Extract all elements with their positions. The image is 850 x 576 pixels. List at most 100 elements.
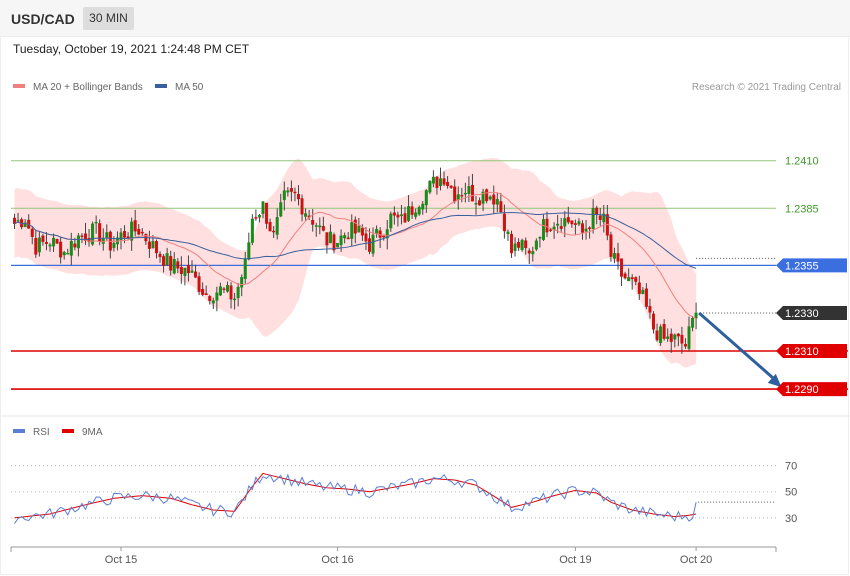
candle-body [300,198,304,215]
candle-body [396,214,400,218]
candle-body [52,237,56,247]
candle [311,208,315,232]
level-tag-4 [776,344,847,359]
candle [581,220,585,240]
candle-body [573,223,577,225]
candle [676,333,680,347]
rsi-legend-swatch-1 [62,429,74,433]
level-label-5: 1.2290 [785,384,819,396]
candle-body [343,235,347,239]
candle [573,219,577,235]
candle-body [350,222,354,239]
candle [272,226,276,239]
candle-body [328,231,332,244]
candle-body [336,243,340,248]
candle [179,256,183,284]
candle-body [66,253,70,255]
candle-body [691,318,695,328]
candle-body [293,191,297,194]
forecast-arrow-head [767,373,782,388]
candle-body [169,256,173,271]
candle [197,272,201,296]
candle [559,218,563,232]
level-tag-2 [776,258,847,273]
candle-body [204,293,208,296]
candle [300,194,304,222]
candle [609,231,613,262]
candle-body [218,286,222,296]
candle-body [186,264,190,274]
candle-body [133,220,137,232]
candle-body [403,213,407,223]
candle-body [627,277,631,282]
candle [556,214,560,234]
rsi-legend-swatch-0 [13,429,25,433]
candle-body [16,220,20,222]
candle [673,333,677,348]
candle-body [137,228,141,235]
rsi-tick-label-0: 70 [785,461,797,473]
candle [669,328,673,353]
candle [286,187,290,197]
candle [517,238,521,251]
candle [328,224,332,244]
legend-label-1: MA 50 [175,82,204,93]
candle-body [662,323,666,339]
candle-body [304,213,308,217]
candle-body [488,196,492,200]
candle-body [179,267,183,275]
credit-text: Research © 2021 Trading Central [692,82,841,93]
candle [353,216,357,244]
candle-body [80,235,84,237]
candle [620,258,624,287]
candle [165,247,169,266]
timeframe-badge[interactable]: 30 MIN [83,7,134,30]
symbol-label: USD/CAD [11,11,75,27]
candle-body [673,334,677,340]
level-tag-3 [776,305,847,320]
candle [325,232,329,254]
candle-body [215,292,219,301]
candle-body [588,227,592,230]
candle-body [570,220,574,225]
candle-body [368,238,372,252]
candle [442,171,446,187]
candle [659,324,663,346]
x-tick-label-3: Oct 20 [680,554,712,566]
bollinger-band-area [14,158,697,368]
candle-body [481,191,485,204]
candle [76,233,80,257]
bollinger-bands [14,158,697,368]
candle-body [655,330,659,341]
rsi-line [14,473,697,524]
candle-body [630,277,634,280]
candle [275,208,279,240]
candle [481,188,485,212]
candle [158,251,162,263]
candle [332,232,336,254]
candle-body [609,234,613,257]
candle-body [531,251,535,255]
x-tick-label-1: Oct 16 [321,554,353,566]
rsi-9ma-line [14,472,697,519]
candle [506,229,510,241]
candle-body [318,225,322,228]
candle-body [353,219,357,234]
forecast-arrow [698,311,782,388]
candle-body [154,241,158,254]
candle-body [495,198,499,205]
candle-body [392,212,396,216]
x-axis: Oct 15 Oct 16 Oct 19 Oct 20 [10,546,777,566]
candle-body [289,188,293,192]
candle [297,185,301,206]
candle-body [676,333,680,337]
candle [502,204,506,239]
candle [652,311,656,334]
candle-body [229,285,233,300]
candle-body [130,221,134,241]
candle-body [581,223,585,233]
candle-body [279,202,283,217]
candle-body [371,234,375,254]
candle [616,242,620,270]
candle-body [442,178,446,185]
